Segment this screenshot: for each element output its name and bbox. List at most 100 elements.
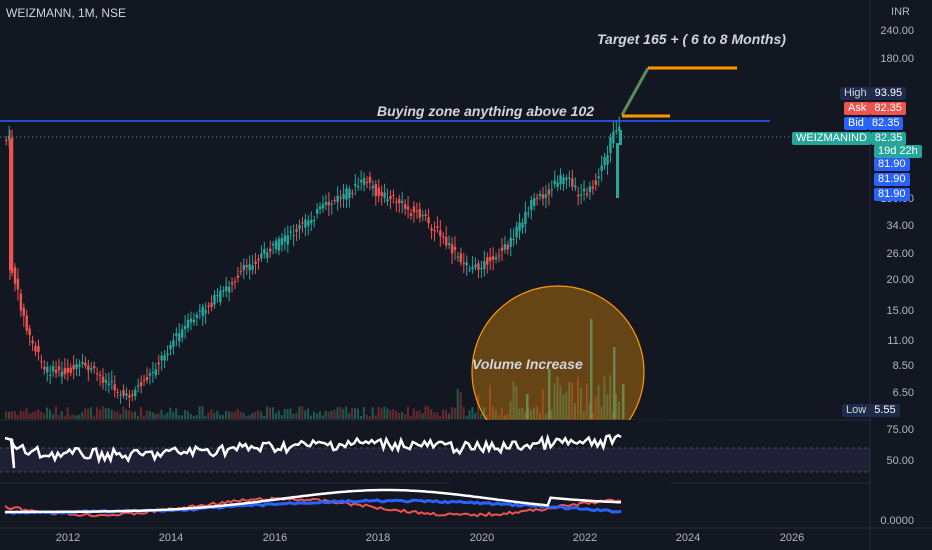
volume-bar bbox=[7, 411, 10, 419]
volume-bar bbox=[81, 411, 84, 419]
volume-bar bbox=[183, 409, 186, 419]
candle-body bbox=[603, 157, 606, 166]
candle-body bbox=[142, 379, 146, 381]
volume-bar bbox=[594, 397, 597, 419]
volume-bar bbox=[236, 408, 239, 419]
volume-bar bbox=[609, 375, 612, 419]
candle-body bbox=[289, 231, 292, 233]
candle-body bbox=[579, 194, 583, 196]
volume-bar bbox=[157, 413, 160, 419]
candles bbox=[5, 116, 622, 408]
candle-body bbox=[34, 345, 37, 352]
volume-bar bbox=[374, 415, 377, 419]
candle-body bbox=[442, 236, 445, 238]
candle-body bbox=[134, 390, 137, 397]
volume-bar bbox=[533, 407, 535, 419]
volume-bar bbox=[418, 410, 421, 419]
volume-bar bbox=[254, 411, 257, 419]
candle-body bbox=[157, 362, 160, 365]
volume-bar bbox=[600, 406, 603, 419]
volume-bar bbox=[63, 415, 66, 419]
currency-label: INR bbox=[891, 6, 910, 18]
candle-body bbox=[263, 249, 266, 254]
volume-bar bbox=[348, 413, 351, 419]
volume-bar bbox=[486, 414, 489, 419]
candle-body bbox=[336, 195, 339, 203]
candle-body bbox=[257, 258, 260, 261]
candle-body bbox=[597, 176, 600, 178]
volume-bar bbox=[104, 408, 107, 419]
volume-bar bbox=[263, 415, 266, 419]
candle-body bbox=[40, 361, 43, 363]
candle-body bbox=[295, 229, 298, 232]
volume-bar bbox=[333, 409, 336, 419]
candle-body bbox=[95, 373, 99, 375]
candle-body bbox=[427, 217, 430, 224]
candle-body bbox=[122, 390, 125, 396]
buying-zone-annotation[interactable]: Buying zone anything above 102 bbox=[377, 103, 595, 119]
low-label: Low bbox=[842, 404, 871, 417]
volume-bar bbox=[597, 385, 600, 419]
volume-bar bbox=[585, 383, 588, 419]
volume-bar bbox=[266, 406, 269, 419]
candle-body bbox=[512, 238, 515, 240]
candle-body bbox=[298, 224, 301, 229]
candle-body bbox=[28, 328, 31, 336]
volume-bar bbox=[46, 407, 49, 419]
volume-bar bbox=[289, 408, 292, 419]
volume-bar bbox=[192, 415, 195, 419]
candle-body bbox=[113, 384, 116, 391]
candle-body bbox=[365, 182, 369, 184]
candle-body bbox=[462, 263, 465, 265]
volume-bar bbox=[125, 409, 128, 419]
price-pill: 81.90 bbox=[874, 188, 910, 201]
candle-body bbox=[233, 281, 237, 283]
volume-bar bbox=[571, 382, 574, 419]
candle-body bbox=[412, 206, 416, 213]
high-badge: High 93.95 bbox=[840, 87, 907, 100]
candle-body bbox=[31, 340, 34, 344]
candle-body bbox=[69, 367, 72, 374]
candle-body bbox=[51, 366, 55, 372]
volume-bar bbox=[148, 411, 151, 419]
price-pill: 81.90 bbox=[874, 173, 910, 186]
time-tick: 2020 bbox=[469, 532, 495, 544]
volume-bar bbox=[245, 415, 248, 419]
volume-bar bbox=[456, 388, 459, 419]
candle-body bbox=[535, 197, 539, 199]
candle-body bbox=[471, 266, 474, 269]
candle-body bbox=[503, 244, 507, 250]
candle-body bbox=[445, 236, 448, 246]
volume-bar bbox=[213, 412, 216, 419]
volume-bar bbox=[304, 410, 307, 419]
ask-value: 82.35 bbox=[870, 102, 906, 115]
candle-body bbox=[128, 395, 131, 398]
target-annotation[interactable]: Target 165 + ( 6 to 8 Months) bbox=[597, 31, 786, 47]
chart-title[interactable]: WEIZMANN, 1M, NSE bbox=[6, 6, 127, 20]
high-label: High bbox=[840, 87, 871, 100]
candle-body bbox=[198, 310, 201, 312]
volume-bar bbox=[512, 381, 515, 419]
candle-body bbox=[245, 265, 248, 268]
volume-bar bbox=[66, 407, 69, 419]
candle-body bbox=[327, 202, 331, 206]
candle-body bbox=[175, 333, 178, 336]
volume-bar bbox=[553, 383, 556, 419]
volume-bar bbox=[313, 411, 315, 419]
volume-bar bbox=[139, 406, 142, 419]
volume-bar bbox=[357, 408, 359, 419]
volume-bar bbox=[392, 408, 395, 419]
candle-body bbox=[571, 178, 574, 187]
volume-annotation[interactable]: Volume Increase bbox=[472, 356, 583, 372]
volume-bar bbox=[307, 408, 310, 419]
volume-bar bbox=[195, 415, 198, 419]
candle-body bbox=[439, 230, 442, 237]
candle-body bbox=[330, 203, 333, 205]
candle-body bbox=[207, 305, 210, 307]
volume-bar bbox=[43, 413, 46, 419]
symbol-badge[interactable]: WEIZMANIND 82.35 bbox=[792, 132, 907, 145]
volume-bar bbox=[406, 406, 409, 419]
candle-body bbox=[219, 290, 222, 302]
volume-bar bbox=[321, 415, 324, 419]
